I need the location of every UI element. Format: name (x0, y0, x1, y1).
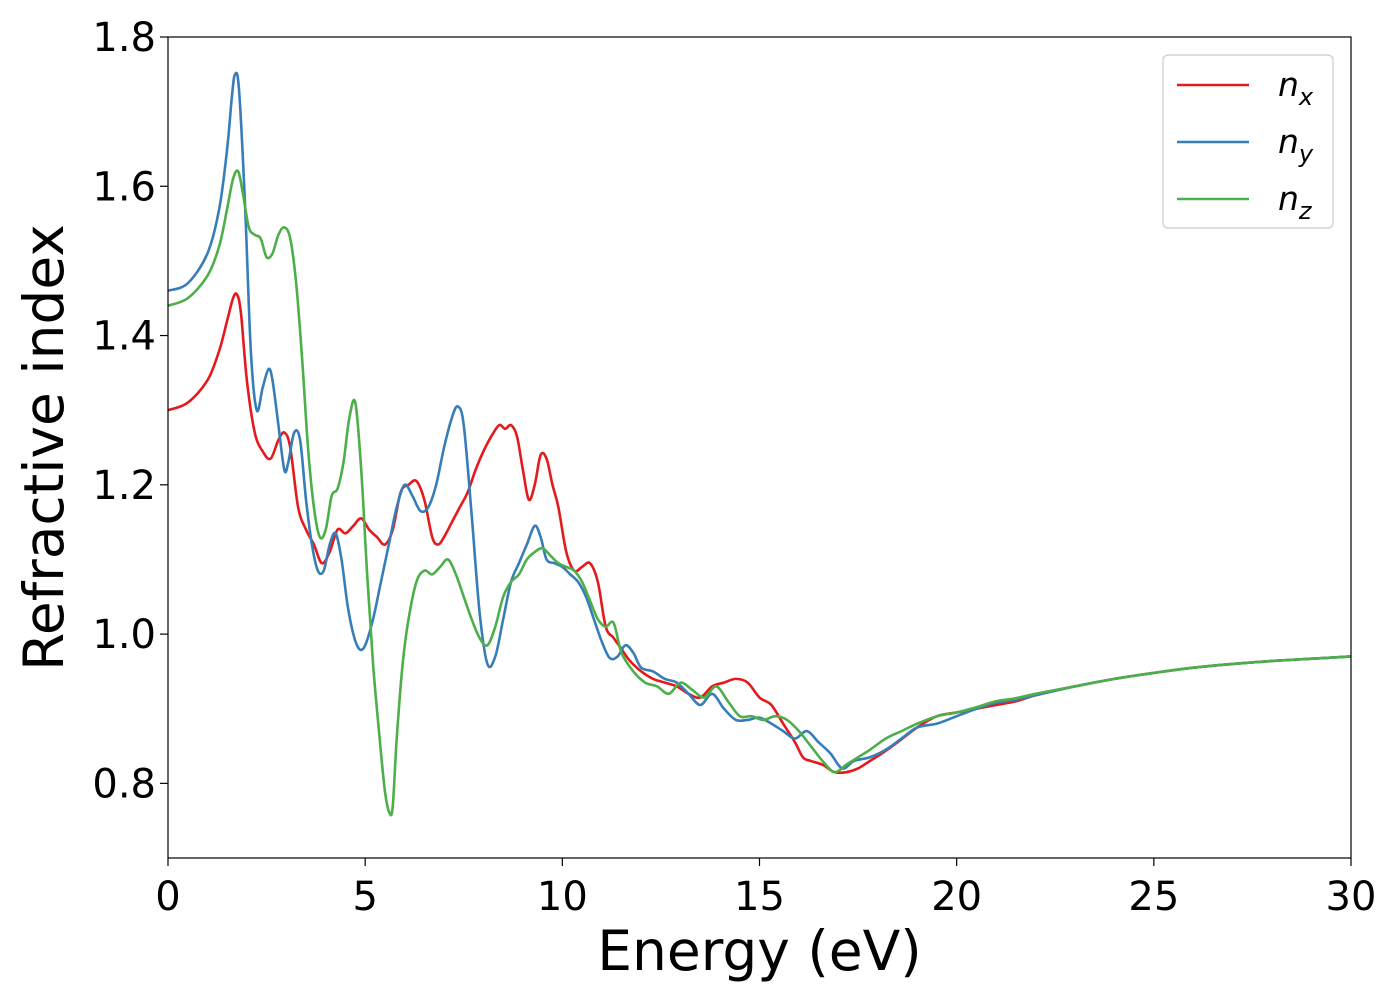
x-axis-title: Energy (eV) (597, 919, 921, 983)
y-tick-label: 1.4 (92, 314, 156, 360)
legend-label-nx: nx (1278, 65, 1314, 111)
y-tick-label: 1.6 (92, 164, 156, 210)
legend-label-subscript: z (1298, 197, 1313, 225)
legend-label-main: n (1278, 65, 1299, 104)
x-tick-label: 25 (1128, 874, 1179, 920)
legend-label-subscript: x (1298, 83, 1314, 111)
x-tick-label: 20 (931, 874, 982, 920)
y-axis: 0.8 1.0 1.2 1.4 1.6 1.8 (92, 15, 168, 807)
x-tick-label: 30 (1326, 874, 1377, 920)
series-layer (168, 71, 1351, 817)
y-tick-label: 1.8 (92, 15, 156, 61)
series-line-ny (168, 71, 1351, 770)
y-axis-title: Refractive index (12, 224, 76, 671)
y-tick-label: 1.2 (92, 463, 156, 509)
y-tick-label: 0.8 (92, 761, 156, 807)
x-tick-label: 15 (734, 874, 785, 920)
legend-label-ny: ny (1278, 122, 1314, 168)
x-tick-label: 5 (352, 874, 377, 920)
y-tick-label: 1.0 (92, 612, 156, 658)
legend-label-main: n (1278, 179, 1299, 218)
x-tick-label: 10 (537, 874, 588, 920)
legend-label-main: n (1278, 122, 1299, 161)
x-tick-label: 0 (155, 874, 180, 920)
series-line-nz (168, 169, 1351, 817)
x-axis: 0 5 10 15 20 25 30 (155, 858, 1376, 920)
legend-label-nz: nz (1278, 179, 1313, 225)
legend-label-subscript: y (1298, 140, 1314, 168)
series-line-nx (168, 292, 1351, 775)
